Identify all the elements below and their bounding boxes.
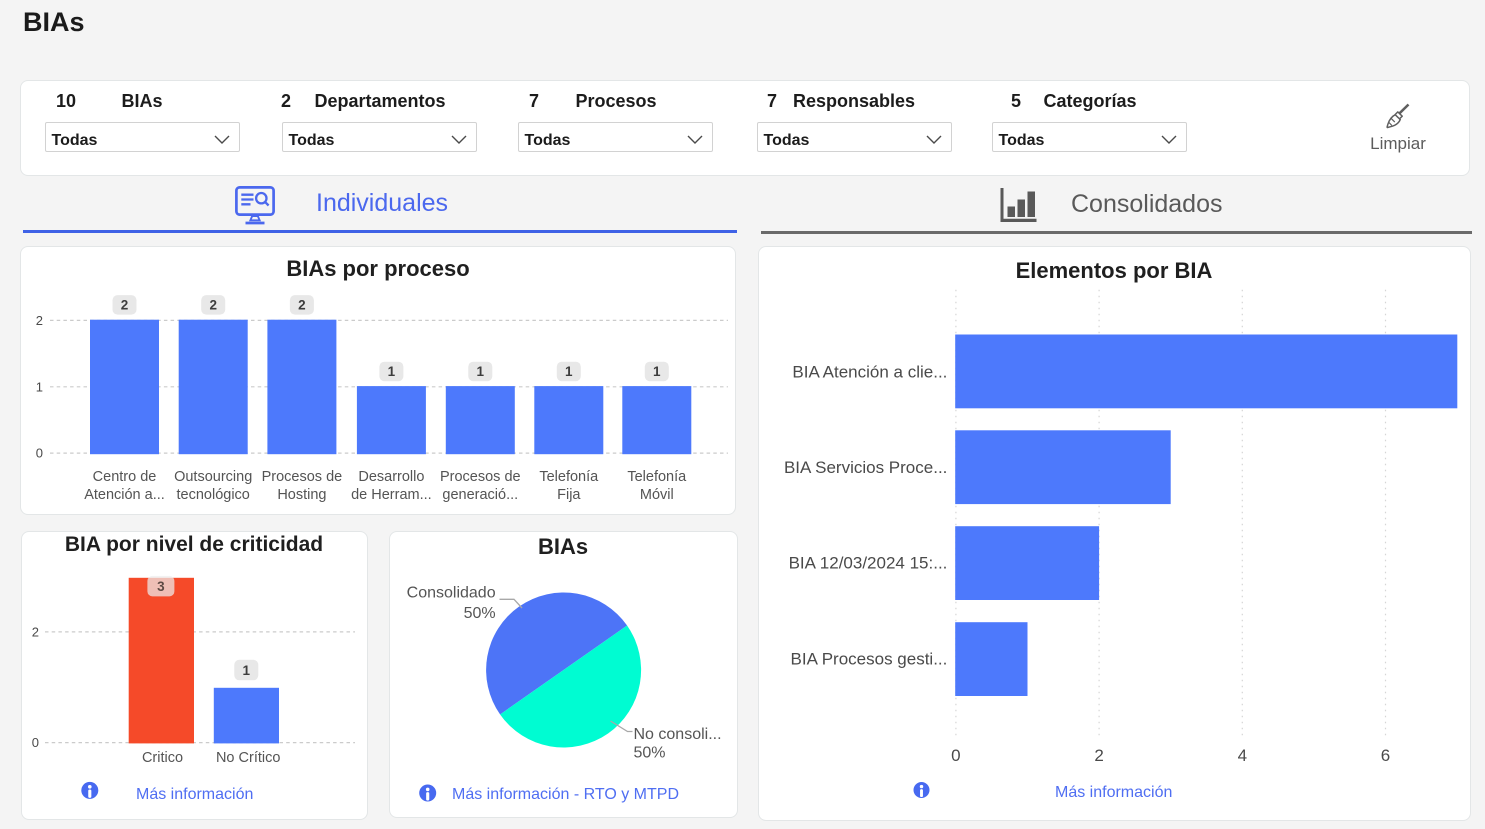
svg-text:2: 2 [32,624,39,639]
svg-text:2: 2 [209,298,217,313]
svg-text:No Crítico: No Crítico [216,750,280,766]
svg-text:0: 0 [36,446,43,461]
svg-text:BIA Procesos gesti...: BIA Procesos gesti... [791,650,948,669]
svg-text:3: 3 [157,579,165,594]
svg-text:1: 1 [243,663,251,678]
svg-text:BIA Atención a clie...: BIA Atención a clie... [792,362,947,381]
svg-text:0: 0 [32,735,39,750]
svg-text:2: 2 [36,313,43,328]
svg-text:4: 4 [1238,746,1247,765]
svg-text:BIA Servicios Proce...: BIA Servicios Proce... [784,458,947,477]
svg-text:Consolidado: Consolidado [407,584,496,601]
svg-text:1: 1 [565,364,573,379]
svg-text:2: 2 [121,297,129,312]
svg-text:2: 2 [298,298,306,313]
svg-text:50%: 50% [464,605,496,622]
svg-text:1: 1 [477,364,485,379]
svg-text:1: 1 [653,364,661,379]
svg-text:No consoli...: No consoli... [634,726,722,743]
svg-text:1: 1 [36,379,43,394]
svg-text:0: 0 [951,746,960,765]
svg-text:BIA 12/03/2024 15:...: BIA 12/03/2024 15:... [789,554,948,573]
svg-text:6: 6 [1381,746,1390,765]
svg-text:50%: 50% [634,745,666,762]
svg-text:2: 2 [1094,746,1103,765]
svg-text:1: 1 [388,364,396,379]
svg-text:Critico: Critico [142,750,183,766]
